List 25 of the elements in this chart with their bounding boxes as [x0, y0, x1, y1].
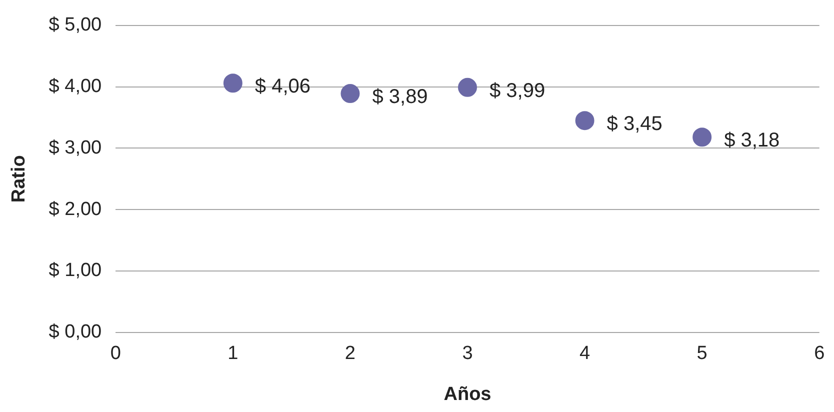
data-label: $ 4,06: [254, 76, 311, 98]
x-tick-label: 0: [110, 343, 121, 364]
x-tick-label: 5: [696, 343, 708, 364]
data-label: $ 3,45: [606, 113, 662, 136]
x-tick-label: 2: [344, 343, 356, 364]
point: [575, 111, 594, 130]
x-tick-label: 4: [579, 343, 590, 364]
y-tick-label: $ 1,00: [48, 260, 102, 282]
y-axis-title: Ratio: [8, 155, 30, 203]
data-label: $ 3,18: [724, 130, 780, 152]
x-axis-title: Años: [444, 384, 492, 405]
y-tick-label: $ 5,00: [48, 14, 102, 36]
x-tick-label: 1: [228, 343, 238, 364]
point: [458, 78, 477, 97]
y-tick-label: $ 4,00: [48, 76, 102, 98]
y-tick-label: $ 3,00: [48, 137, 102, 158]
data-label: $ 3,89: [372, 86, 428, 108]
point: [692, 128, 712, 147]
x-tick-label: 3: [462, 343, 473, 364]
y-tick-label: $ 2,00: [48, 198, 102, 220]
point: [223, 74, 242, 93]
data-label: $ 3,99: [489, 80, 546, 102]
x-tick-label: 6: [814, 343, 825, 364]
point: [340, 84, 360, 104]
y-tick-label: $ 0,00: [48, 322, 102, 343]
